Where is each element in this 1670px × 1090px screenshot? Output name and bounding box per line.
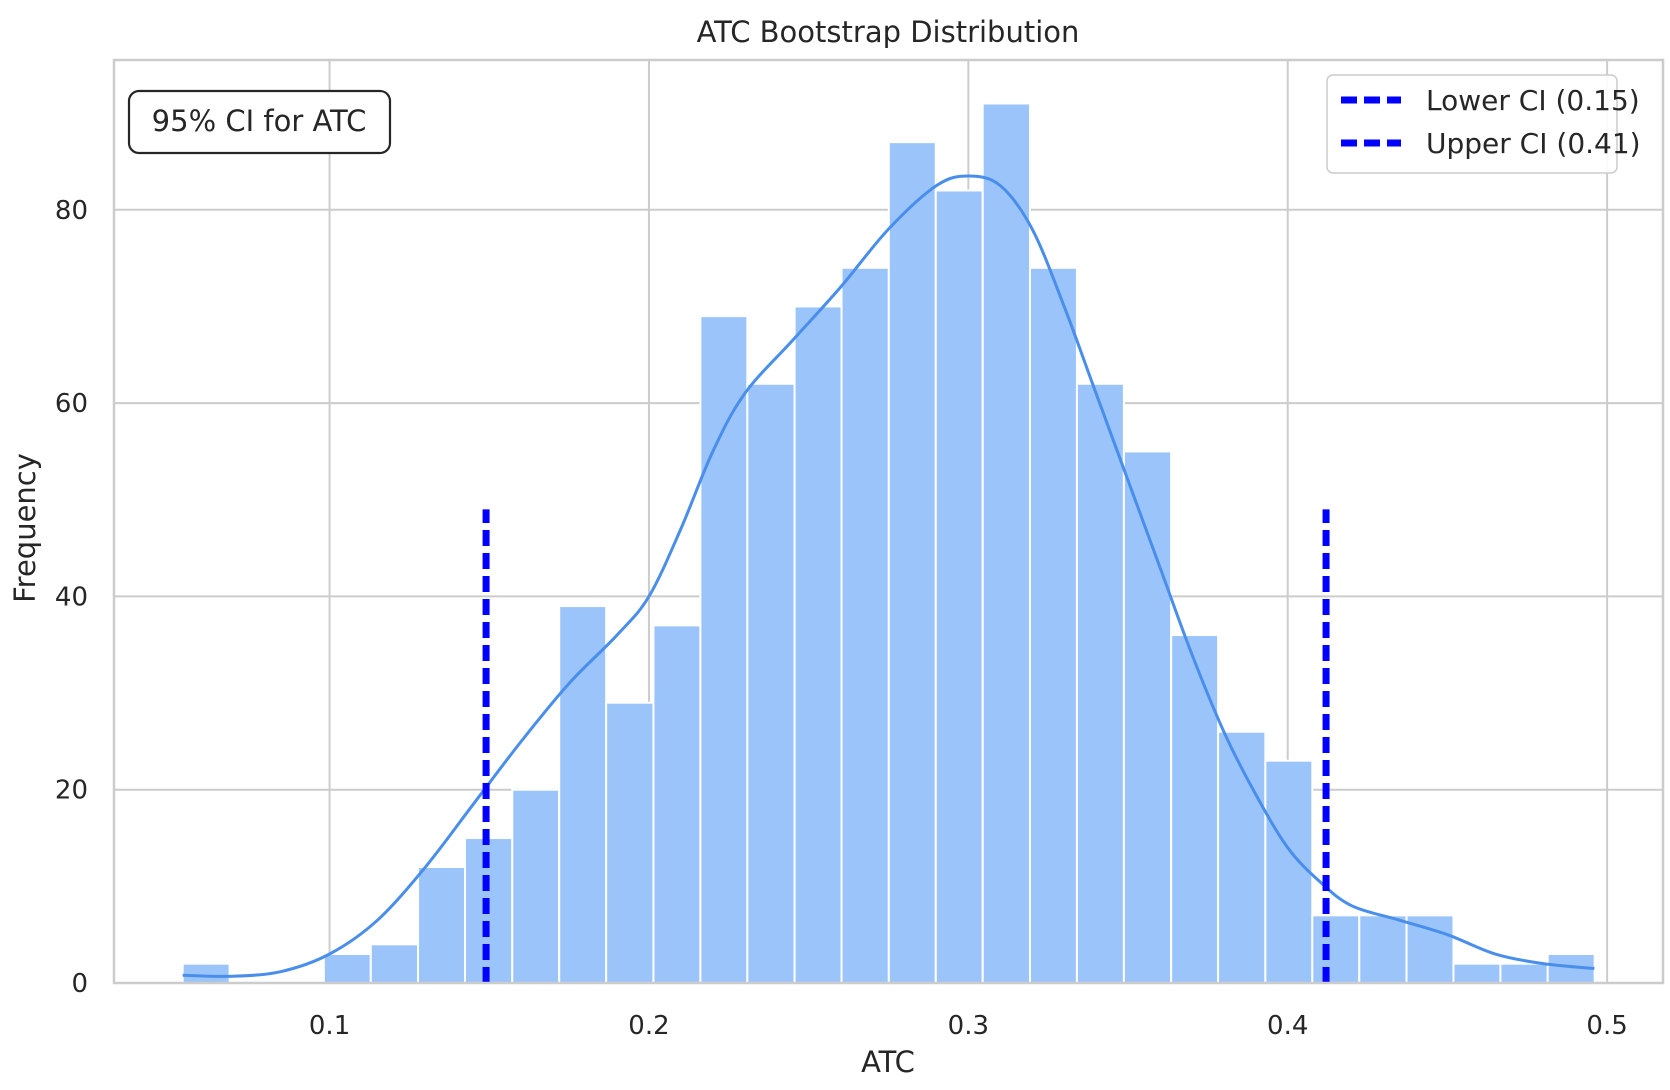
y-tick-label: 80 bbox=[55, 196, 88, 226]
histogram-bar bbox=[699, 315, 749, 984]
histogram-bar bbox=[746, 382, 796, 985]
histogram-bar bbox=[887, 141, 937, 984]
x-tick-label: 0.3 bbox=[948, 1011, 989, 1041]
histogram-bar bbox=[1028, 266, 1078, 984]
legend-label-upper: Upper CI (0.41) bbox=[1426, 127, 1641, 160]
y-tick-label: 40 bbox=[55, 582, 88, 612]
x-axis-label: ATC bbox=[861, 1045, 915, 1079]
histogram-bar bbox=[1499, 962, 1549, 985]
kde-curve bbox=[182, 174, 1595, 978]
histogram-bar bbox=[511, 788, 561, 985]
annotation-box: 95% CI for ATC bbox=[127, 89, 392, 155]
histogram-bar bbox=[605, 701, 655, 984]
y-axis-label: Frequency bbox=[8, 453, 42, 603]
histogram-bar bbox=[322, 953, 372, 985]
histogram-bars bbox=[181, 102, 1596, 985]
histogram-bar bbox=[558, 605, 608, 984]
ci-lines bbox=[482, 509, 1330, 983]
histogram-bar bbox=[1264, 759, 1314, 984]
legend: Lower CI (0.15) Upper CI (0.41) bbox=[1326, 74, 1641, 174]
histogram-bar bbox=[934, 189, 984, 984]
histogram-bar bbox=[840, 266, 890, 984]
histogram-bar bbox=[1122, 450, 1173, 984]
y-tick-label: 0 bbox=[71, 969, 88, 999]
x-tick-label: 0.5 bbox=[1586, 1011, 1627, 1041]
histogram-bar bbox=[1170, 634, 1220, 984]
histogram-bar bbox=[1452, 962, 1502, 985]
legend-label-lower: Lower CI (0.15) bbox=[1426, 84, 1640, 117]
histogram-bar bbox=[1405, 914, 1455, 984]
chart-title: ATC Bootstrap Distribution bbox=[697, 15, 1080, 49]
histogram-bar bbox=[417, 866, 467, 984]
histogram-bar bbox=[793, 305, 843, 984]
histogram-bar bbox=[981, 102, 1031, 985]
histogram-bar bbox=[1075, 382, 1125, 985]
kde-curve-group bbox=[182, 174, 1595, 978]
annotation-text: 95% CI for ATC bbox=[152, 104, 367, 138]
tick-labels: 0.1 0.2 0.3 0.4 0.5 0 20 40 60 80 bbox=[55, 196, 1628, 1041]
histogram-bar bbox=[369, 943, 420, 985]
histogram-bar bbox=[181, 962, 231, 985]
histogram-bar bbox=[1311, 914, 1361, 984]
y-tick-label: 60 bbox=[55, 389, 88, 419]
x-tick-label: 0.4 bbox=[1267, 1011, 1308, 1041]
histogram-bar bbox=[1358, 914, 1408, 984]
histogram-bar bbox=[652, 624, 702, 984]
y-tick-label: 20 bbox=[55, 776, 88, 806]
plot-frame bbox=[112, 58, 1665, 985]
x-tick-label: 0.2 bbox=[628, 1011, 669, 1041]
x-tick-label: 0.1 bbox=[309, 1011, 350, 1041]
